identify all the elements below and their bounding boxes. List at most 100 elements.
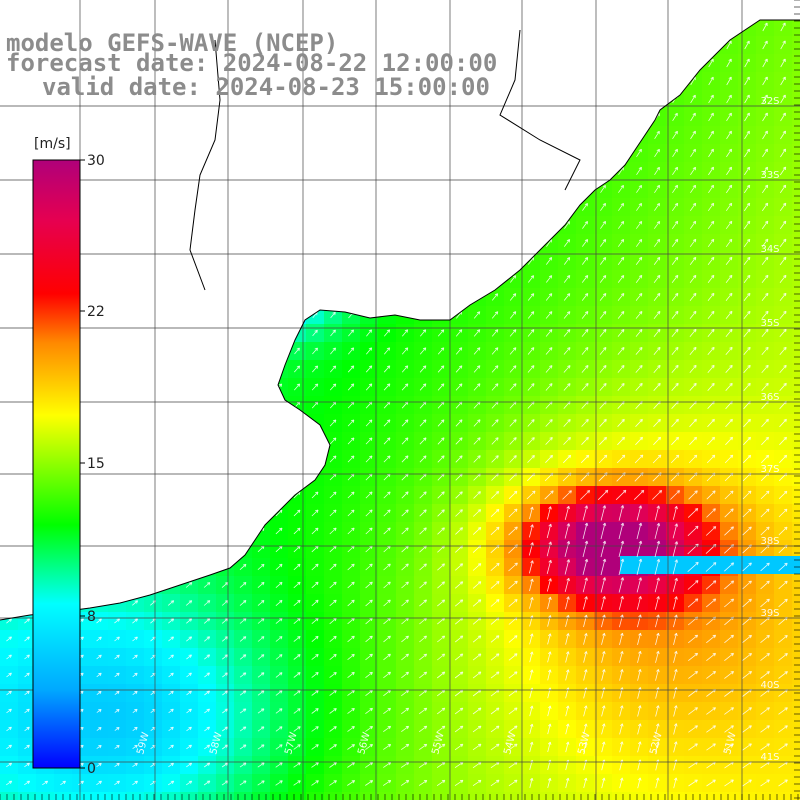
wind-arrow bbox=[742, 580, 752, 590]
wind-arrow bbox=[329, 581, 337, 589]
wind-arrow bbox=[455, 383, 463, 391]
wind-arrow bbox=[257, 654, 265, 660]
wind-arrow bbox=[655, 777, 660, 789]
field-cell bbox=[792, 198, 800, 217]
wind-arrow bbox=[633, 489, 645, 500]
wind-arrow bbox=[203, 582, 211, 588]
wind-arrow bbox=[400, 780, 410, 786]
wind-arrow bbox=[762, 76, 768, 86]
field-cell bbox=[576, 792, 595, 800]
wind-arrow bbox=[311, 726, 319, 732]
wind-arrow bbox=[401, 671, 409, 679]
wind-arrow bbox=[726, 40, 732, 50]
wind-arrow bbox=[383, 437, 391, 445]
wind-arrow bbox=[437, 599, 446, 607]
wind-arrow bbox=[275, 581, 283, 589]
wind-arrow bbox=[293, 383, 301, 391]
wind-arrow bbox=[636, 505, 642, 521]
wind-arrow bbox=[437, 509, 445, 517]
field-cell bbox=[486, 792, 505, 800]
wind-arrow bbox=[654, 505, 660, 521]
wind-arrow bbox=[618, 505, 625, 521]
wind-arrow bbox=[275, 636, 283, 642]
wind-arrow bbox=[490, 725, 500, 733]
wind-arrow bbox=[330, 347, 336, 355]
wind-arrow bbox=[760, 743, 770, 751]
wind-arrow bbox=[455, 365, 463, 373]
wind-arrow bbox=[546, 541, 552, 557]
wind-arrow bbox=[724, 562, 735, 572]
wind-arrow bbox=[760, 598, 770, 608]
wind-arrow bbox=[132, 654, 138, 660]
wind-arrow bbox=[743, 274, 751, 284]
wind-arrow bbox=[454, 707, 464, 715]
wind-arrow bbox=[365, 581, 373, 589]
wind-arrow bbox=[491, 347, 499, 355]
wind-arrow bbox=[96, 762, 102, 768]
wind-arrow bbox=[599, 275, 607, 283]
wind-arrow bbox=[761, 418, 769, 428]
field-cell bbox=[0, 792, 19, 800]
wind-arrow bbox=[565, 669, 570, 681]
wind-arrow bbox=[617, 329, 625, 337]
wind-arrow bbox=[454, 635, 464, 643]
wind-arrow bbox=[114, 618, 120, 624]
wind-arrow bbox=[311, 563, 319, 571]
wind-arrow bbox=[547, 777, 552, 789]
wind-arrow bbox=[455, 455, 463, 463]
wind-arrow bbox=[419, 419, 427, 427]
wind-arrow bbox=[654, 148, 660, 158]
field-cell bbox=[792, 540, 800, 559]
wind-arrow bbox=[275, 708, 283, 714]
wind-arrow bbox=[671, 382, 679, 391]
wind-arrow bbox=[383, 725, 392, 733]
wind-arrow bbox=[454, 671, 464, 679]
wind-arrow bbox=[239, 654, 247, 660]
wind-arrow bbox=[293, 726, 301, 732]
wind-arrow bbox=[365, 726, 373, 732]
wind-arrow bbox=[311, 581, 319, 589]
wind-arrow bbox=[114, 654, 120, 660]
wind-arrow bbox=[744, 130, 750, 140]
coastline bbox=[0, 19, 800, 621]
wind-arrow bbox=[690, 130, 696, 140]
field-cell bbox=[792, 360, 800, 379]
wind-arrow bbox=[689, 256, 697, 265]
wind-arrow bbox=[547, 596, 552, 610]
field-cell bbox=[792, 72, 800, 91]
wind-arrow bbox=[311, 599, 319, 607]
wind-arrow bbox=[726, 112, 732, 122]
wind-arrow bbox=[637, 741, 642, 753]
wind-arrow bbox=[311, 708, 319, 714]
wind-arrow bbox=[655, 632, 660, 645]
field-cell bbox=[288, 792, 307, 800]
field-cell bbox=[792, 90, 800, 109]
wind-arrow bbox=[491, 455, 499, 463]
wind-arrow bbox=[743, 382, 751, 392]
wind-arrow bbox=[583, 741, 588, 753]
wind-arrow bbox=[257, 708, 265, 714]
wind-arrow bbox=[436, 725, 446, 733]
wind-arrow bbox=[581, 347, 589, 355]
wind-arrow bbox=[329, 383, 337, 391]
wind-arrow bbox=[653, 238, 661, 247]
wind-arrow bbox=[203, 762, 211, 768]
wind-arrow bbox=[617, 275, 625, 283]
latitude-label: 33S bbox=[760, 170, 779, 181]
wind-arrow bbox=[527, 329, 535, 337]
wind-arrow bbox=[204, 672, 210, 678]
wind-arrow bbox=[780, 22, 786, 32]
wind-arrow bbox=[600, 220, 606, 229]
wind-arrow bbox=[490, 562, 500, 572]
wind-arrow bbox=[383, 581, 391, 589]
wind-arrow bbox=[419, 491, 427, 499]
wind-arrow bbox=[529, 651, 534, 663]
wind-arrow bbox=[275, 563, 283, 571]
colorbar-tick-label-22: 22 bbox=[87, 304, 105, 320]
wind-arrow bbox=[689, 274, 697, 283]
wind-arrow bbox=[635, 220, 643, 229]
wind-arrow bbox=[472, 671, 482, 679]
wind-arrow bbox=[744, 94, 750, 104]
wind-arrow bbox=[654, 202, 660, 211]
wind-arrow bbox=[508, 490, 518, 500]
